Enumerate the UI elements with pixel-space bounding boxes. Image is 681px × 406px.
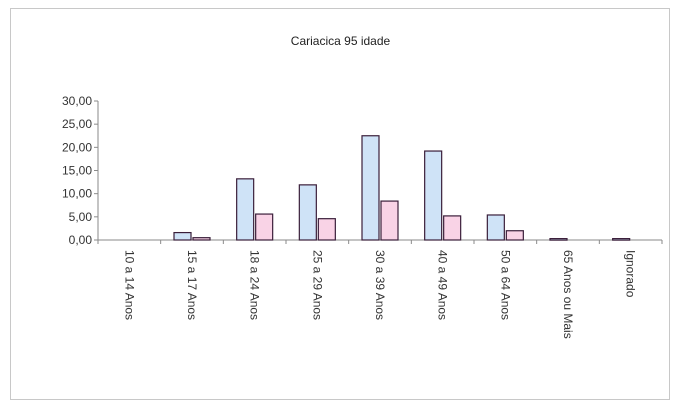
tick-labels: 0,00 5,00 10,00 15,00 20,00 25,00 30,00 10 a 14…	[62, 94, 638, 339]
bar	[486, 214, 505, 241]
x-tick-label: 65 Anos ou Mais	[561, 250, 575, 339]
bar	[255, 213, 274, 241]
x-tick-label: 25 a 29 Anos	[310, 250, 324, 320]
bar	[380, 200, 399, 241]
x-tick-label: 30 a 39 Anos	[373, 250, 387, 320]
y-tick-label: 10,00	[62, 187, 92, 201]
axes	[94, 100, 663, 244]
chart-frame	[10, 8, 670, 400]
bar	[236, 178, 255, 241]
bar	[173, 231, 192, 241]
bar	[424, 150, 443, 241]
x-tick-label: 10 a 14 Anos	[122, 250, 136, 320]
bar	[317, 218, 336, 241]
bar	[549, 238, 568, 241]
x-tick-label: 40 a 49 Anos	[436, 250, 450, 320]
bars	[173, 135, 631, 241]
y-tick-label: 30,00	[62, 94, 92, 108]
bar	[505, 230, 524, 241]
chart-title: Cariacica 95 idade	[290, 34, 391, 48]
y-tick-label: 0,00	[69, 233, 93, 247]
x-tick-label: 15 a 17 Anos	[185, 250, 199, 320]
y-tick-label: 25,00	[62, 117, 92, 131]
bar	[361, 135, 380, 241]
bar	[298, 184, 317, 241]
bar	[612, 238, 631, 241]
bar	[192, 237, 211, 241]
x-tick-label: 18 a 24 Anos	[248, 250, 262, 320]
y-tick-label: 5,00	[69, 210, 93, 224]
y-tick-label: 15,00	[62, 164, 92, 178]
bar	[443, 215, 462, 241]
x-tick-label: Ignorado	[624, 250, 638, 298]
y-tick-label: 20,00	[62, 140, 92, 154]
x-tick-label: 50 a 64 Anos	[498, 250, 512, 320]
